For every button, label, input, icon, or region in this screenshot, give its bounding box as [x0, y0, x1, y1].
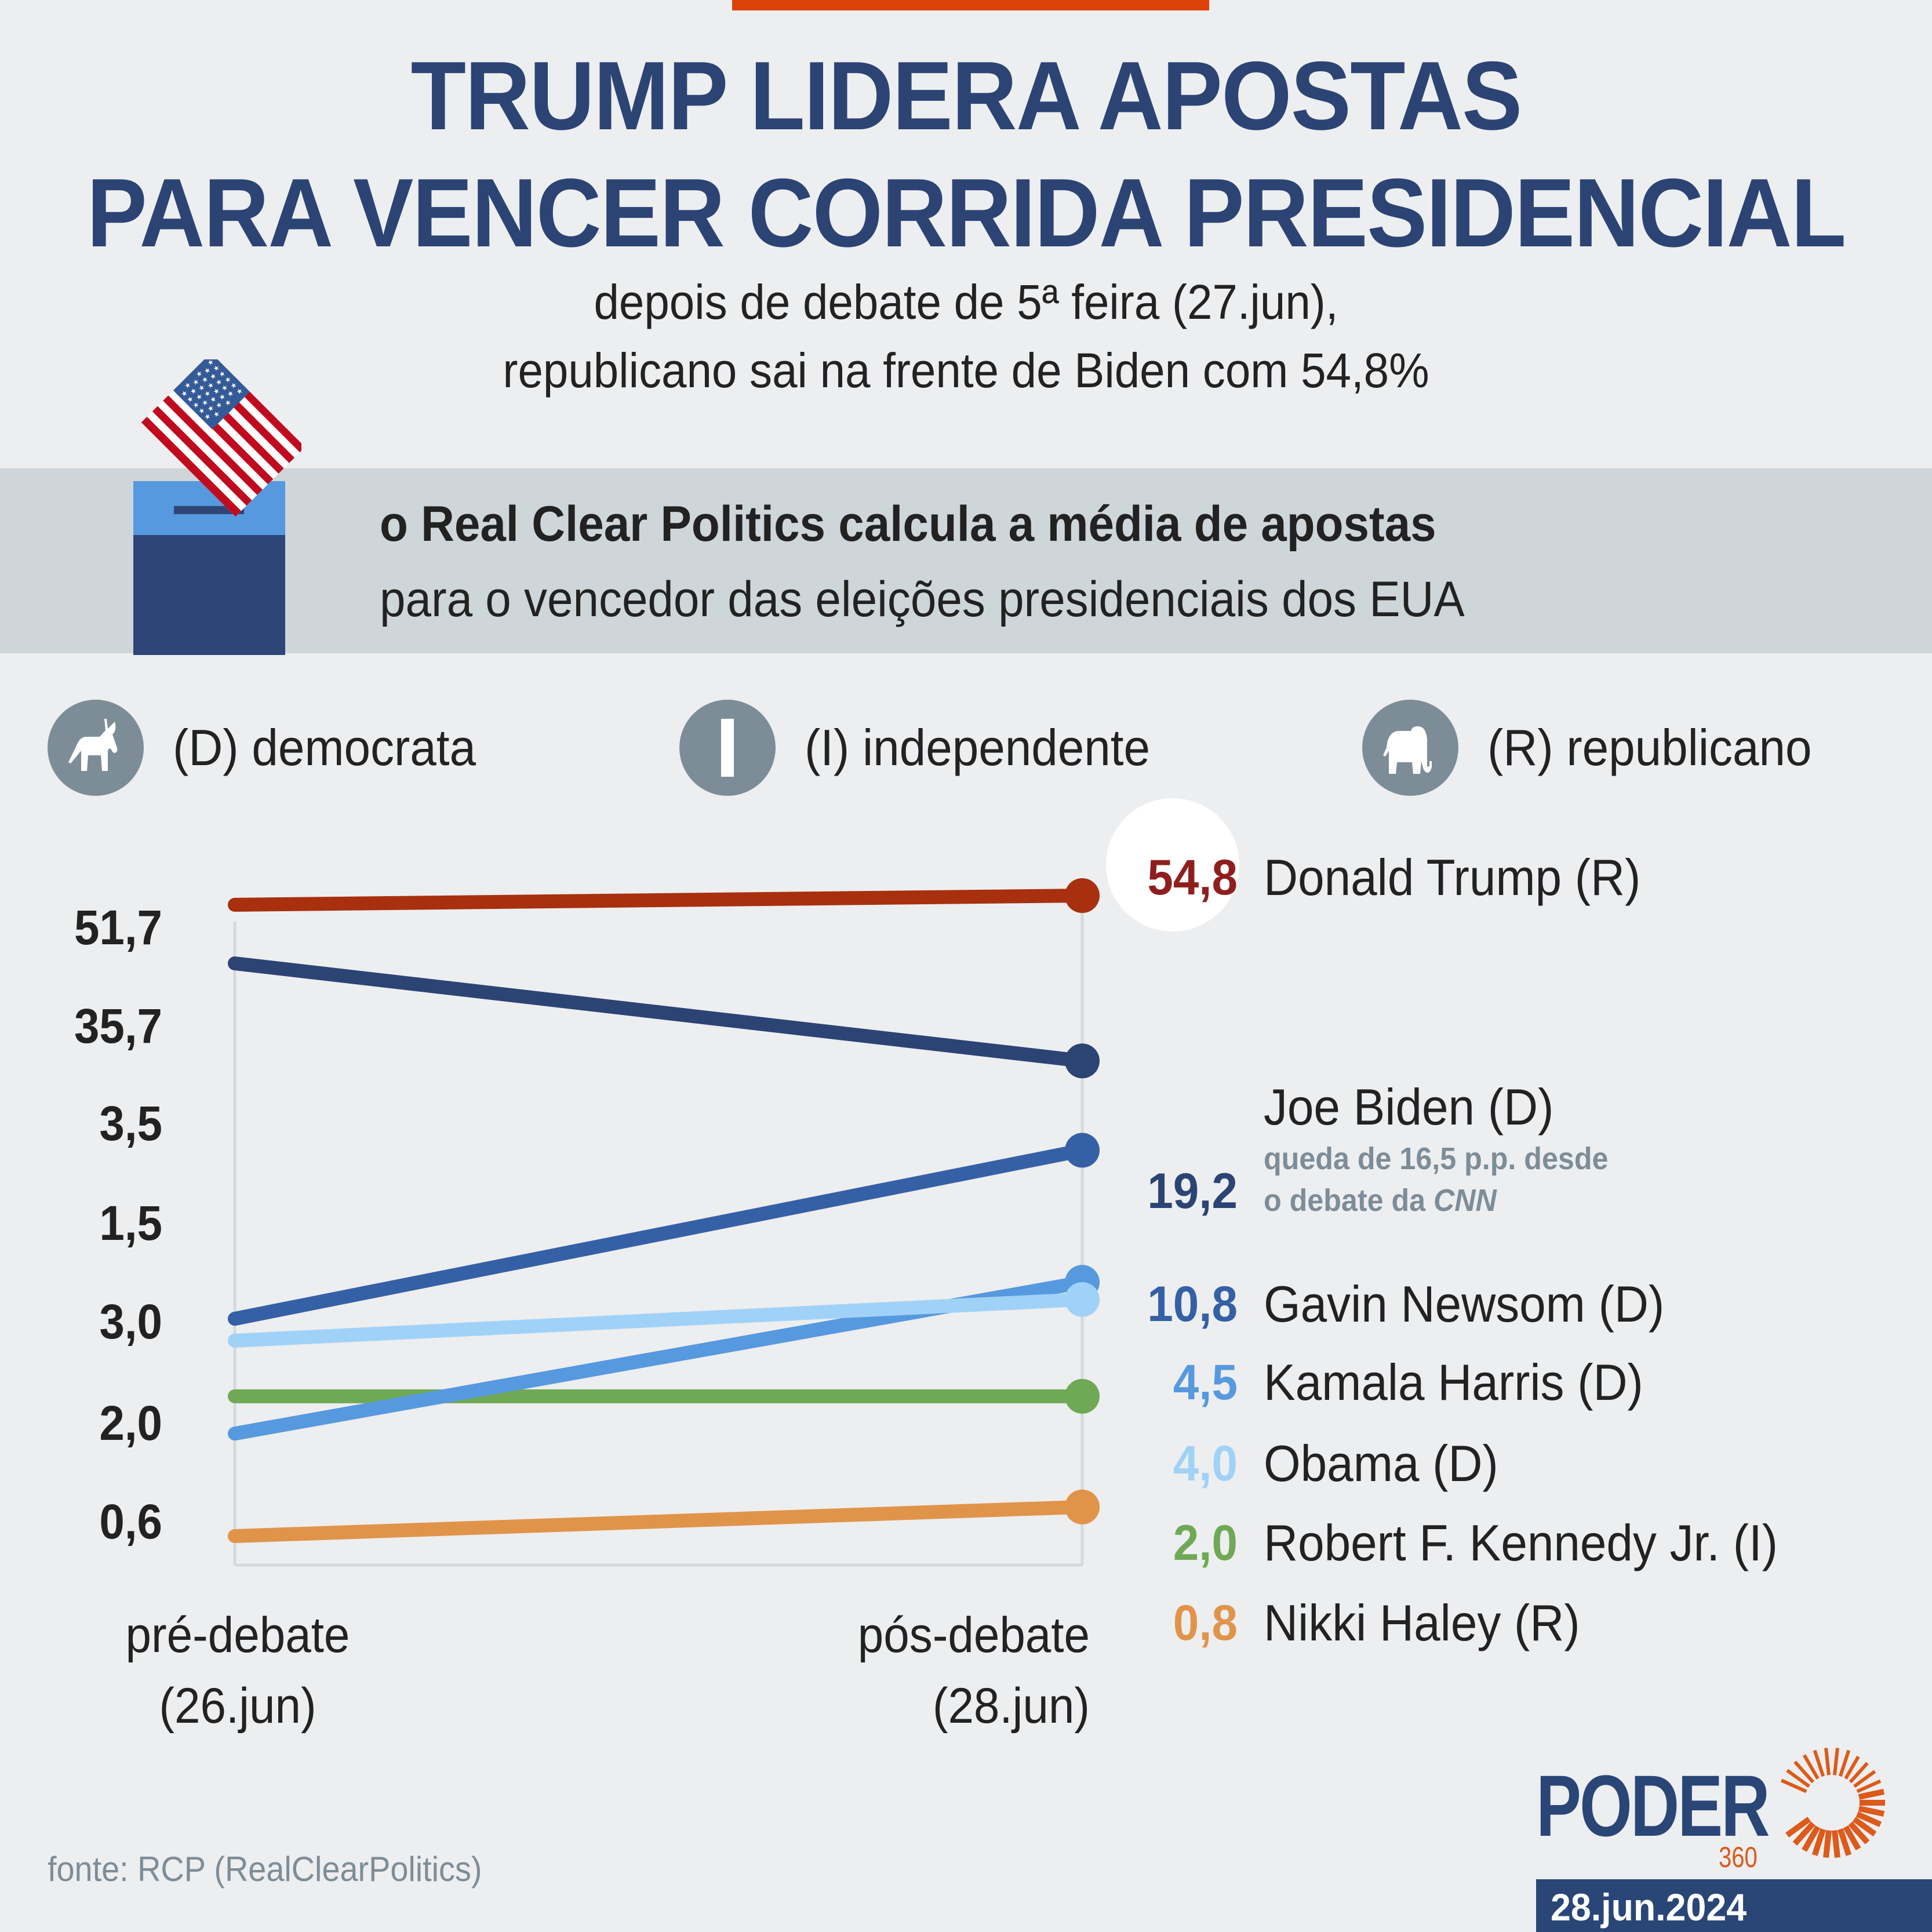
- highlight-bubble: [1106, 798, 1239, 932]
- y-label-pre-value: 3,0: [99, 1294, 162, 1349]
- series-name-label: Kamala Harris (D): [1264, 1354, 1643, 1411]
- x-label-pre-line2: (26.jun): [159, 1678, 316, 1734]
- x-label-pre-line1: pré-debate: [125, 1607, 350, 1663]
- legend-item-republican: (R) republicano: [1362, 698, 1836, 797]
- info-band-headline: o Real Clear Politics calcula a média de…: [380, 496, 1436, 552]
- independent-i-icon: [679, 700, 776, 796]
- legend-label-democrat: (D) democrata: [173, 719, 476, 776]
- biden-note-source: CNN: [1433, 1183, 1497, 1218]
- sunburst-ray: [1811, 1828, 1826, 1856]
- sunburst-ray: [1802, 1754, 1820, 1780]
- title-line-1: TRUMP LIDERA APOSTAS: [410, 41, 1523, 150]
- x-label-post-line2: (28.jun): [932, 1678, 1090, 1734]
- series-value-label: 4,5: [1173, 1355, 1238, 1410]
- legend-label-republican: (R) republicano: [1487, 719, 1812, 776]
- y-label-pre-value: 35,7: [74, 999, 162, 1053]
- x-label-pre: pré-debate (26.jun): [103, 1600, 373, 1741]
- sunburst-ray: [1833, 1748, 1839, 1775]
- legend-item-independent: (I) independente: [679, 698, 1176, 797]
- sunburst-ray: [1843, 1825, 1861, 1851]
- series-name-label: Donald Trump (R): [1264, 849, 1641, 906]
- x-label-post-line1: pós-debate: [857, 1607, 1090, 1663]
- elephant-icon: [1362, 700, 1458, 796]
- legend-label-independent: (I) independente: [805, 719, 1151, 776]
- biden-note-prefix: o debate da: [1264, 1183, 1434, 1218]
- y-label-pre-value: 3,5: [99, 1096, 162, 1151]
- subtitle-line-2: republicano sai na frente de Biden com 5…: [503, 343, 1429, 398]
- series-point-nikki-haley-r: [1065, 1489, 1100, 1525]
- series-point-gavin-newsom-d: [1065, 1133, 1100, 1168]
- subtitle-line-1: depois de debate de 5ª feira (27.jun),: [594, 275, 1338, 329]
- sunburst-ray: [1780, 1778, 1807, 1793]
- source-note: fonte: RCP (RealClearPolitics): [48, 1850, 482, 1889]
- info-band: [0, 468, 1932, 653]
- series-point-donald-trump-r: [1065, 878, 1100, 913]
- accent-bar: [732, 0, 1209, 10]
- series-point-obama-d: [1065, 1282, 1100, 1317]
- y-label-pre-value: 0,6: [99, 1494, 162, 1549]
- series-line-donald-trump-r: [228, 889, 1089, 912]
- biden-note-line1: queda de 16,5 p.p. desde: [1264, 1141, 1609, 1176]
- series-name-label: Robert F. Kennedy Jr. (I): [1264, 1514, 1778, 1571]
- series-name-label: Obama (D): [1264, 1435, 1498, 1492]
- brand-sunburst-icon: [1780, 1748, 1885, 1858]
- brand-logo-360: 360: [1719, 1841, 1758, 1873]
- sunburst-ray: [1856, 1779, 1882, 1793]
- sunburst-ray: [1838, 1749, 1851, 1777]
- sunburst-ray: [1838, 1828, 1852, 1856]
- series-value-label: 4,0: [1173, 1436, 1238, 1491]
- series-value-label: 2,0: [1173, 1515, 1238, 1571]
- ballot-box-flag-icon: ★ ★ ★ ★ ★ ★ ★ ★ ★ ★ ★ ★ ★ ★ ★ ★ ★ ★ ★ ★ …: [133, 359, 301, 655]
- series-value-label: 54,8: [1147, 850, 1238, 905]
- sunburst-ray: [1823, 1830, 1832, 1858]
- y-label-pre-value: 51,7: [74, 900, 162, 955]
- title-line-2: PARA VENCER CORRIDA PRESIDENCIAL: [86, 158, 1847, 267]
- sunburst-ray: [1852, 1817, 1877, 1837]
- sunburst-ray: [1853, 1770, 1876, 1788]
- series-line-nikki-haley-r: [228, 1500, 1089, 1543]
- sunburst-ray: [1802, 1825, 1821, 1852]
- series-name-label: Gavin Newsom (D): [1264, 1275, 1665, 1333]
- sunburst-ray: [1813, 1749, 1825, 1777]
- sunburst-ray: [1785, 1817, 1811, 1838]
- series-value-label: 19,2: [1147, 1163, 1238, 1219]
- sunburst-ray: [1858, 1806, 1885, 1817]
- sunburst-ray: [1793, 1760, 1815, 1784]
- brand-logo-text: PODER: [1536, 1757, 1770, 1854]
- legend-item-democrat: (D) democrata: [48, 698, 499, 797]
- sunburst-ray: [1849, 1762, 1869, 1784]
- series-line-gavin-newsom-d: [228, 1143, 1089, 1326]
- y-label-pre-value: 2,0: [99, 1396, 162, 1450]
- sunburst-ray: [1786, 1769, 1810, 1788]
- sunburst-ray: [1824, 1748, 1831, 1775]
- info-band-description: para o vencedor das eleições presidencia…: [380, 572, 1465, 627]
- series-name-label: Nikki Haley (R): [1264, 1594, 1580, 1651]
- publish-date: 28.jun.2024: [1551, 1886, 1747, 1929]
- series-value-label: 10,8: [1147, 1276, 1238, 1332]
- biden-note-line2: o debate da CNN: [1264, 1180, 1497, 1221]
- donkey-icon: [48, 700, 144, 796]
- series-point-joe-biden-d: [1065, 1043, 1100, 1079]
- sunburst-ray: [1844, 1755, 1860, 1780]
- sunburst-ray: [1792, 1821, 1815, 1846]
- series-line-joe-biden-d: [228, 956, 1089, 1068]
- series-value-label: 0,8: [1173, 1595, 1238, 1651]
- sunburst-ray: [1832, 1830, 1840, 1858]
- series-line-obama-d: [228, 1292, 1089, 1348]
- y-label-pre-value: 1,5: [99, 1196, 162, 1250]
- date-bar: [1536, 1879, 1932, 1932]
- sunburst-ray: [1858, 1788, 1885, 1800]
- sunburst-ray: [1848, 1821, 1870, 1844]
- sunburst-ray: [1855, 1811, 1882, 1827]
- x-label-post: pós-debate (28.jun): [809, 1600, 1090, 1741]
- series-name-label: Joe Biden (D): [1264, 1078, 1554, 1136]
- series-point-robert-f-kennedy-jr-i: [1065, 1378, 1100, 1414]
